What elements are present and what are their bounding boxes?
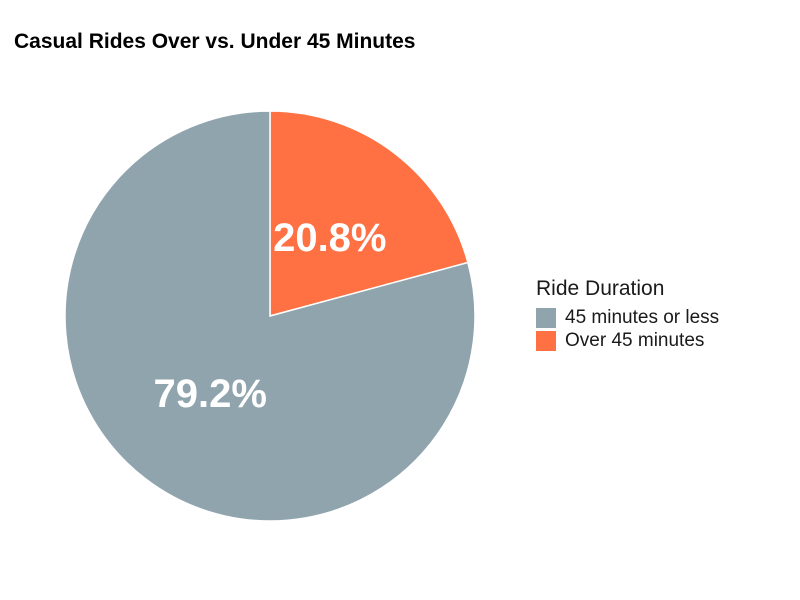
legend-title: Ride Duration bbox=[536, 277, 665, 300]
legend-item-over-45-minutes: Over 45 minutes bbox=[536, 329, 719, 352]
slice-value-label: 20.8% bbox=[273, 216, 386, 260]
legend-swatch-over-45-minutes bbox=[536, 330, 556, 351]
legend-label: 45 minutes or less bbox=[565, 306, 720, 328]
chart-title: Casual Rides Over vs. Under 45 Minutes bbox=[14, 30, 416, 53]
pie-labels: 20.8% 79.2% bbox=[153, 216, 386, 416]
slice-value-label: 79.2% bbox=[153, 372, 266, 416]
legend-swatch-45-minutes-or-less bbox=[536, 307, 556, 328]
legend: Ride Duration 45 minutes or less Over 45… bbox=[536, 277, 719, 352]
pie-slice bbox=[64, 110, 476, 522]
legend-item-45-minutes-or-less: 45 minutes or less bbox=[536, 306, 719, 329]
legend-label: Over 45 minutes bbox=[565, 329, 705, 351]
pie-slices bbox=[64, 110, 476, 522]
pie-slice bbox=[269, 110, 469, 317]
